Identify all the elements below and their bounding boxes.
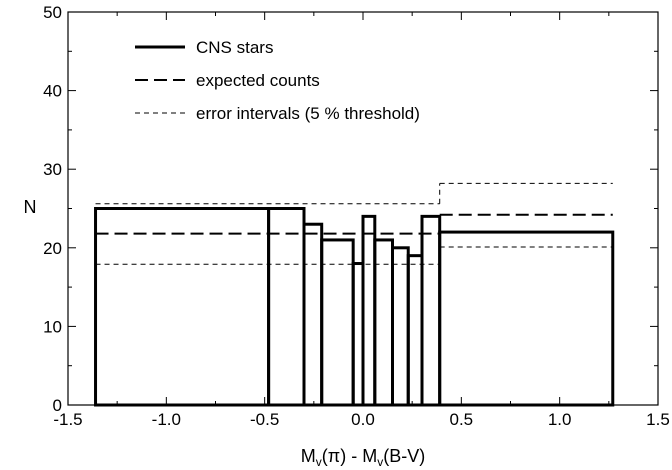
histogram-bar	[361, 214, 377, 407]
legend-label-expected-counts: expected counts	[196, 71, 320, 90]
x-axis-label: Mv(π) - Mv(B-V)	[301, 446, 425, 469]
x-tick-label: 0.5	[450, 410, 474, 429]
y-tick-label: 50	[43, 3, 62, 22]
y-tick-label: 40	[43, 82, 62, 101]
legend-label-error-intervals: error intervals (5 % threshold)	[196, 104, 420, 123]
axis-tick-labels: -1.5 -1.0 -0.5 0.0 0.5 1.0 1.5 0 10 20 30 40 50	[43, 3, 670, 429]
x-label-part-b: (π) - M	[322, 446, 377, 466]
x-tick-label: 1.0	[548, 410, 572, 429]
y-axis-label: N	[24, 197, 37, 217]
x-tick-label: -1.0	[152, 410, 181, 429]
histogram-bar	[267, 207, 306, 407]
legend: CNS stars expected counts error interval…	[135, 38, 420, 123]
histogram-bar	[420, 214, 442, 407]
x-tick-label: -1.5	[53, 410, 82, 429]
x-label-part-c: (B-V)	[383, 446, 425, 466]
x-tick-label: -0.5	[250, 410, 279, 429]
x-label-sub-a: v	[316, 455, 322, 469]
y-tick-label: 30	[43, 160, 62, 179]
y-tick-label: 20	[43, 239, 62, 258]
x-label-sub-b: v	[377, 455, 383, 469]
histogram-bar	[391, 246, 410, 407]
histogram-bar	[94, 207, 271, 407]
x-tick-label: 0.0	[351, 410, 375, 429]
histogram-bar	[406, 254, 424, 407]
histogram-bar	[302, 222, 324, 407]
x-label-part-a: M	[301, 446, 316, 466]
histogram-bar	[438, 230, 615, 407]
series-layer	[94, 182, 615, 407]
legend-label-cns-stars: CNS stars	[196, 38, 273, 57]
y-tick-label: 10	[43, 317, 62, 336]
x-tick-label: 1.5	[646, 410, 670, 429]
y-tick-label: 0	[53, 396, 62, 415]
